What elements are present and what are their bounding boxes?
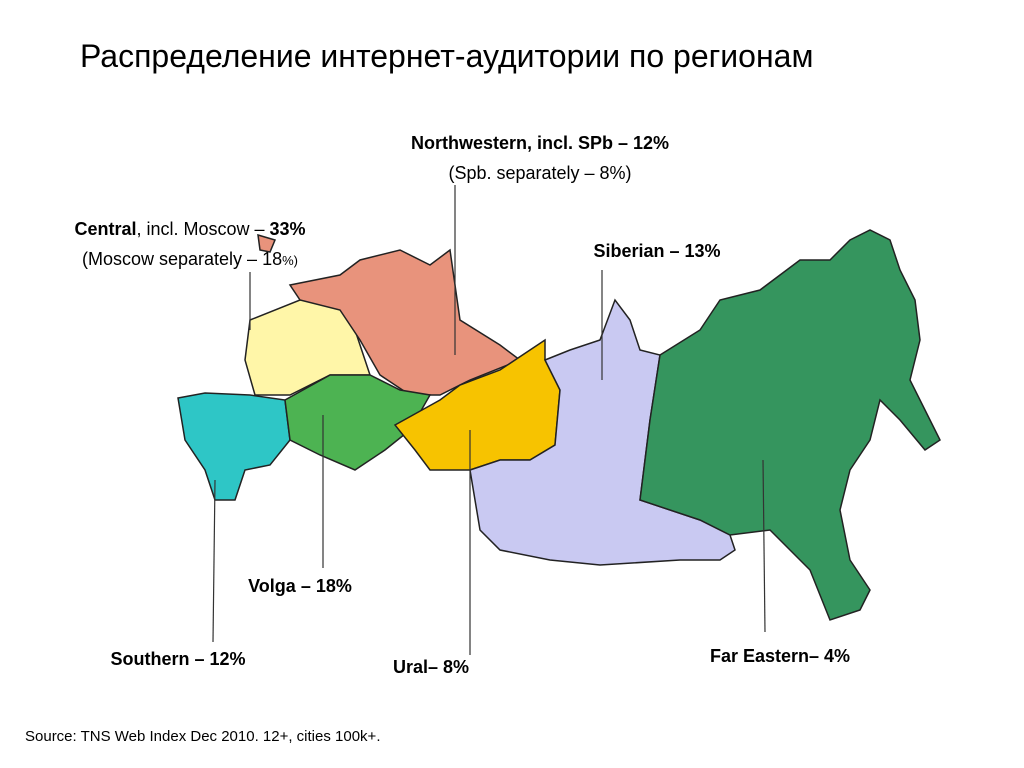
label-text: , incl. Moscow –	[136, 219, 270, 239]
region-label: Siberian – 13%	[593, 241, 721, 261]
label-text: 33%	[269, 219, 306, 239]
region-far-eastern	[639, 229, 941, 621]
label-text: (Spb. separately – 8%)	[448, 163, 632, 183]
label-text: Northwestern, incl. SPb – 12%	[410, 133, 670, 153]
region-siberian	[469, 298, 736, 566]
label-text: (Moscow separately – 18	[82, 249, 283, 269]
label-text: %)	[282, 253, 298, 268]
region-label: Ural– 8%	[392, 657, 470, 677]
region-label: Central, incl. Moscow – 33% (Moscow sepa…	[74, 214, 305, 276]
region-kaliningrad	[257, 233, 277, 253]
region-label: Southern – 12%	[110, 649, 246, 669]
leader-line	[762, 459, 766, 633]
label-text: Central	[74, 219, 137, 239]
region-label: Far Eastern– 4%	[709, 646, 851, 666]
source-note: Source: TNS Web Index Dec 2010. 12+, cit…	[25, 728, 381, 745]
slide-title: Распределение интернет-аудитории по реги…	[80, 38, 814, 74]
region-southern	[177, 392, 291, 501]
region-label: Northwestern, incl. SPb – 12% (Spb. sepa…	[411, 128, 669, 188]
leader-line	[212, 479, 216, 643]
region-label: Volga – 18%	[248, 576, 352, 596]
